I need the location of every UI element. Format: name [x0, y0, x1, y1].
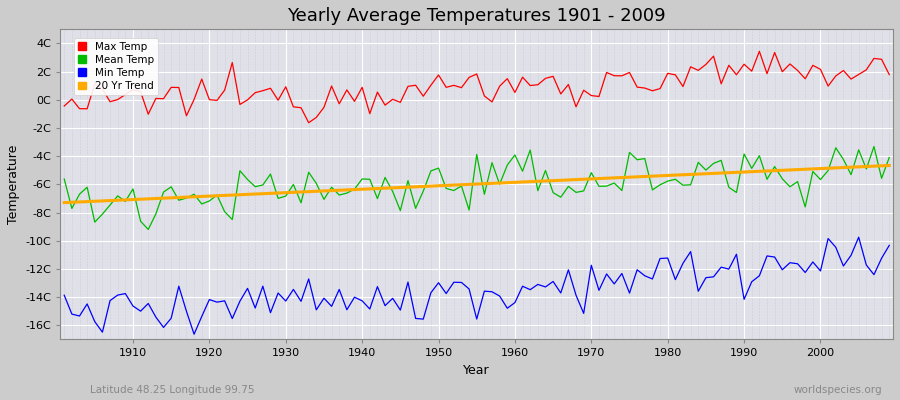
X-axis label: Year: Year: [464, 364, 490, 377]
Legend: Max Temp, Mean Temp, Min Temp, 20 Yr Trend: Max Temp, Mean Temp, Min Temp, 20 Yr Tre…: [74, 38, 158, 95]
Title: Yearly Average Temperatures 1901 - 2009: Yearly Average Temperatures 1901 - 2009: [287, 7, 666, 25]
Text: Latitude 48.25 Longitude 99.75: Latitude 48.25 Longitude 99.75: [90, 385, 255, 395]
Y-axis label: Temperature: Temperature: [7, 145, 20, 224]
Text: worldspecies.org: worldspecies.org: [794, 385, 882, 395]
